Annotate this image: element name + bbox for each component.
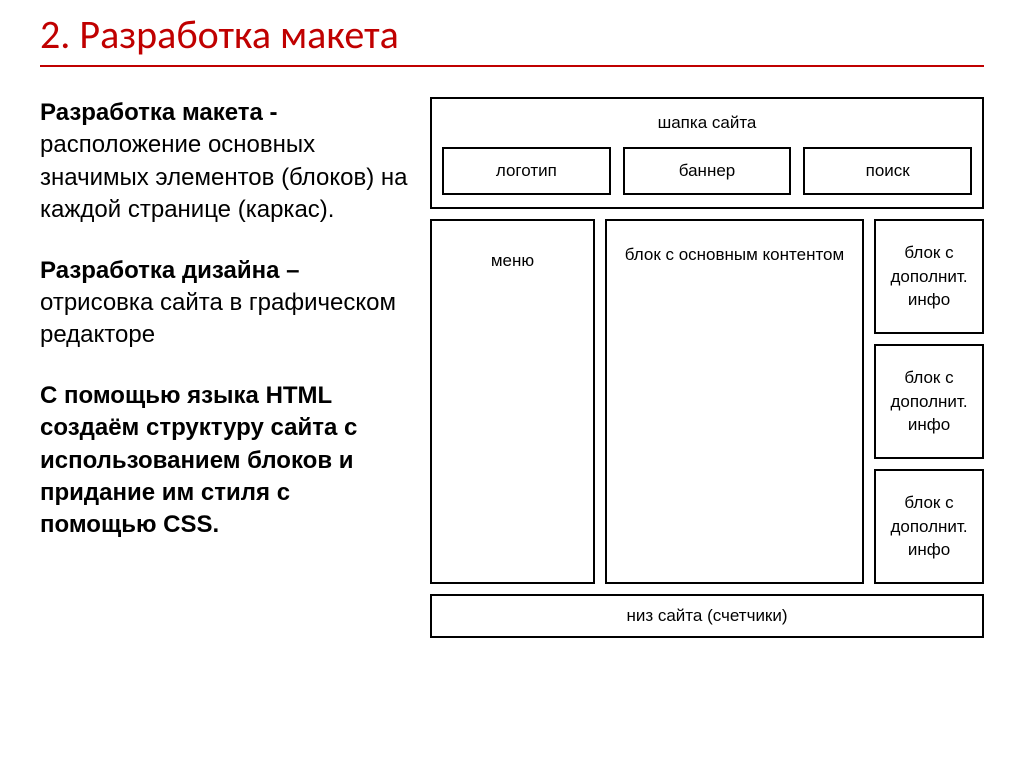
wireframe-menu-box: меню — [430, 219, 595, 584]
p2-def: отрисовка сайта в графическом редакторе — [40, 289, 396, 348]
wireframe-footer-box: низ сайта (счетчики) — [430, 594, 984, 638]
wireframe-aside-box-1: блок с дополнит. инфо — [874, 219, 984, 334]
title-underline — [40, 65, 984, 67]
wireframe-header-label: шапка сайта — [442, 109, 972, 147]
paragraph-3: С помощью языка HTML создаём структуру с… — [40, 380, 410, 542]
slide-title: 2. Разработка макета — [40, 10, 984, 59]
paragraph-1: Разработка макета - расположение основны… — [40, 97, 410, 227]
wireframe-aside-box-2: блок с дополнит. инфо — [874, 344, 984, 459]
wireframe-header-container: шапка сайта логотип баннер поиск — [430, 97, 984, 209]
wireframe-sidebar: блок с дополнит. инфо блок с дополнит. и… — [874, 219, 984, 584]
wireframe-main-box: блок с основным контентом — [605, 219, 864, 584]
p1-term: Разработка макета - — [40, 99, 278, 126]
p2-term: Разработка дизайна – — [40, 257, 300, 284]
wireframe-aside-box-3: блок с дополнит. инфо — [874, 469, 984, 584]
paragraph-2: Разработка дизайна – отрисовка сайта в г… — [40, 255, 410, 352]
wireframe-middle-row: меню блок с основным контентом блок с до… — [430, 219, 984, 584]
p1-def: расположение основных значимых элементов… — [40, 131, 407, 223]
text-column: Разработка макета - расположение основны… — [40, 97, 410, 638]
wireframe-banner-box: баннер — [623, 147, 792, 195]
wireframe-search-box: поиск — [803, 147, 972, 195]
wireframe-diagram: шапка сайта логотип баннер поиск меню бл… — [430, 97, 984, 638]
wireframe-logo-box: логотип — [442, 147, 611, 195]
